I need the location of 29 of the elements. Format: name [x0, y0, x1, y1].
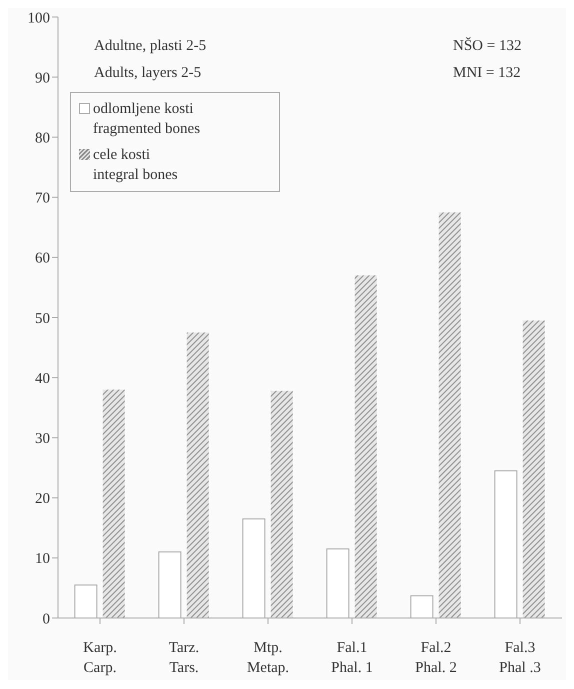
x-tick-label: Fal.1 Phal. 1: [331, 640, 373, 676]
y-tick-label: 20: [35, 491, 50, 508]
y-tick-label: 50: [35, 310, 50, 327]
annotation: Adults, layers 2-5: [94, 65, 202, 82]
bar: [354, 275, 377, 618]
y-tick-label: 90: [35, 70, 50, 86]
bar: [186, 332, 209, 618]
legend-label: cele kosti integral bones: [93, 146, 178, 185]
x-tick-label: Mtp. Metap.: [246, 640, 290, 676]
bar: [438, 212, 461, 618]
x-tick-label: Tarz. Tars.: [168, 640, 200, 676]
x-tick-label: Karp. Carp.: [83, 640, 117, 676]
y-tick-label: 30: [35, 431, 50, 448]
x-tick-label: Fal.3 Phal .3: [499, 640, 541, 676]
y-tick-label: 40: [35, 370, 50, 387]
x-tick-label: Fal.2 Phal. 2: [415, 640, 457, 676]
bar: [270, 390, 293, 618]
y-tick-label: 60: [35, 250, 50, 267]
bar: [102, 390, 125, 618]
annotation: Adultne, plasti 2-5: [94, 38, 206, 55]
y-tick-label: 70: [35, 190, 50, 207]
annotation: MNI = 132: [453, 65, 521, 82]
y-tick-label: 80: [35, 130, 50, 147]
y-tick-label: 10: [35, 551, 50, 568]
bar: [522, 320, 545, 618]
annotation: NŠO = 132: [453, 38, 522, 55]
y-tick-label: 100: [28, 10, 50, 26]
legend-label: odlomljene kosti fragmented bones: [93, 100, 200, 139]
y-tick-label: 0: [42, 611, 50, 628]
